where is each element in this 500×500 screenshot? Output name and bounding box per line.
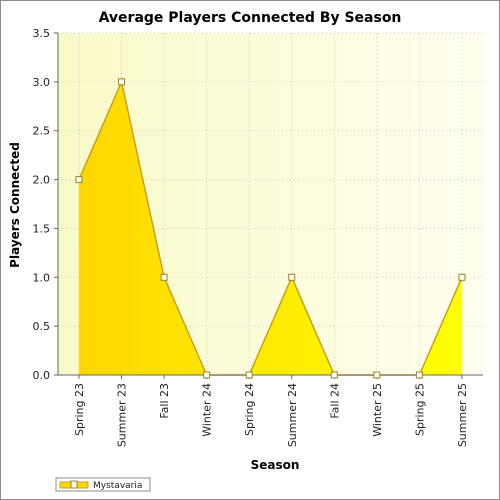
y-axis-title: Players Connected [8,142,22,268]
x-tick-label: Summer 25 [456,383,469,447]
x-tick-label: Fall 24 [328,383,341,419]
y-tick-label: 1.5 [33,222,51,235]
data-point [458,273,466,281]
x-tick-label: Winter 25 [371,383,384,437]
chart-title: Average Players Connected By Season [99,10,402,26]
data-point [75,176,83,184]
x-tick-label: Spring 23 [73,383,86,436]
legend-label: Mystavaria [93,481,142,491]
legend-marker [70,480,78,489]
x-tick-label: Summer 23 [116,383,129,447]
legend: Mystavaria [55,477,151,492]
y-tick-label: 3.0 [33,76,51,89]
data-point [373,371,381,379]
data-point [203,371,211,379]
x-tick-label: Spring 25 [413,383,426,436]
data-point [160,273,168,281]
y-tick-label: 0.0 [33,369,51,382]
data-point [288,273,296,281]
data-points [75,78,466,379]
x-tick-label: Winter 24 [201,383,214,437]
data-point [245,371,253,379]
x-tick-label: Spring 24 [243,383,256,436]
y-tick-label: 2.5 [33,125,51,138]
x-tick-label: Summer 24 [286,383,299,447]
data-point [118,78,126,86]
x-axis-title: Season [251,458,300,472]
y-tick-labels: 0.0 0.5 1.0 1.5 2.0 2.5 3.0 3.5 [33,27,51,382]
y-tick-label: 3.5 [33,27,51,40]
data-point [415,371,423,379]
y-tick-label: 0.5 [33,320,51,333]
data-point [330,371,338,379]
x-tick-labels: Spring 23 Summer 23 Fall 23 Winter 24 Spring… [73,383,469,447]
x-tick-label: Fall 23 [158,383,171,419]
y-tick-label: 1.0 [33,271,51,284]
axes [54,32,483,379]
y-tick-label: 2.0 [33,174,51,187]
